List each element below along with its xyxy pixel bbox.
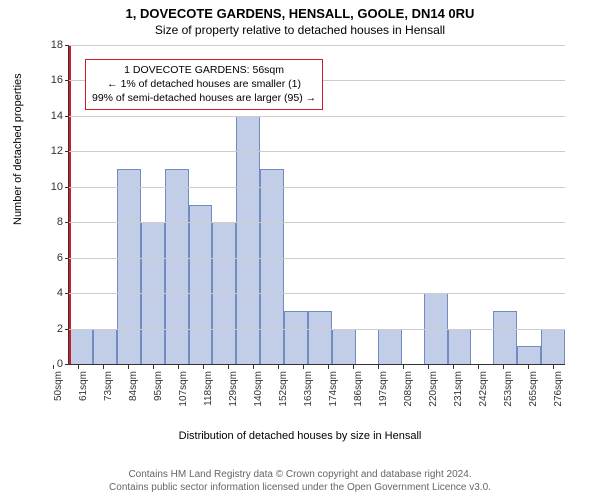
x-tick-label: 140sqm (253, 371, 264, 407)
histogram-bar (541, 329, 565, 364)
histogram-bar (117, 169, 141, 364)
x-tick-label: 61sqm (78, 371, 89, 401)
histogram-bar (424, 293, 448, 364)
x-tick: 61sqm (65, 365, 90, 410)
histogram-bar (493, 311, 517, 364)
x-tick-label: 197sqm (378, 371, 389, 407)
histogram-bar (378, 329, 402, 364)
x-tick: 220sqm (415, 365, 440, 410)
y-tick-label: 16 (51, 74, 69, 86)
x-tick: 208sqm (390, 365, 415, 410)
annotation-line1: 1 DOVECOTE GARDENS: 56sqm (92, 63, 316, 77)
x-tick: 73sqm (90, 365, 115, 410)
annotation-box: 1 DOVECOTE GARDENS: 56sqm ← 1% of detach… (85, 59, 323, 110)
x-tick: 265sqm (515, 365, 540, 410)
histogram-bar (236, 116, 260, 364)
x-tick: 242sqm (465, 365, 490, 410)
annotation-line3: 99% of semi-detached houses are larger (… (92, 91, 316, 105)
histogram-bar (260, 169, 284, 364)
y-tick-label: 6 (57, 252, 69, 264)
x-tick-label: 50sqm (53, 371, 64, 401)
x-tick-label: 152sqm (278, 371, 289, 407)
histogram-bar (308, 311, 332, 364)
histogram-bar (332, 329, 356, 364)
footer-attribution: Contains HM Land Registry data © Crown c… (0, 468, 600, 494)
x-tick-label: 242sqm (478, 371, 489, 407)
x-tick: 174sqm (315, 365, 340, 410)
x-tick-label: 84sqm (128, 371, 139, 401)
x-tick-label: 95sqm (153, 371, 164, 401)
x-tick-label: 174sqm (328, 371, 339, 407)
annotation-line2: ← 1% of detached houses are smaller (1) (92, 77, 316, 91)
x-tick: 152sqm (265, 365, 290, 410)
y-tick-label: 8 (57, 216, 69, 228)
x-tick: 186sqm (340, 365, 365, 410)
chart-area: 1 DOVECOTE GARDENS: 56sqm ← 1% of detach… (40, 45, 565, 410)
x-tick-label: 186sqm (353, 371, 364, 407)
chart-title-sub: Size of property relative to detached ho… (0, 23, 600, 37)
x-tick-label: 220sqm (428, 371, 439, 407)
chart-title-main: 1, DOVECOTE GARDENS, HENSALL, GOOLE, DN1… (0, 6, 600, 21)
x-tick-label: 163sqm (303, 371, 314, 407)
plot-area: 1 DOVECOTE GARDENS: 56sqm ← 1% of detach… (68, 45, 565, 365)
x-axis-title: Distribution of detached houses by size … (0, 430, 600, 442)
x-tick-label: 129sqm (228, 371, 239, 407)
x-tick-label: 208sqm (403, 371, 414, 407)
x-tick: 84sqm (115, 365, 140, 410)
x-tick-label: 118sqm (203, 371, 214, 406)
footer-line2: Contains public sector information licen… (0, 481, 600, 494)
histogram-bar (141, 222, 165, 364)
x-tick: 129sqm (215, 365, 240, 410)
x-tick: 276sqm (540, 365, 565, 410)
x-tick: 197sqm (365, 365, 390, 410)
x-tick: 253sqm (490, 365, 515, 410)
histogram-bar (284, 311, 308, 364)
x-tick: 140sqm (240, 365, 265, 410)
x-ticks: 50sqm 61sqm 73sqm 84sqm 95sqm 107sqm 118sqm 129… (40, 365, 565, 410)
histogram-bar (93, 329, 117, 364)
x-tick: 95sqm (140, 365, 165, 410)
chart-titles: 1, DOVECOTE GARDENS, HENSALL, GOOLE, DN1… (0, 0, 600, 37)
y-axis-title: Number of detached properties (12, 73, 24, 225)
x-tick-label: 265sqm (528, 371, 539, 407)
histogram-bar (517, 346, 541, 364)
y-tick-label: 10 (51, 181, 69, 193)
x-tick-label: 253sqm (503, 371, 514, 407)
x-tick: 118sqm (190, 365, 215, 410)
x-tick-label: 231sqm (453, 371, 464, 407)
x-tick: 107sqm (165, 365, 190, 410)
reference-line (69, 45, 71, 364)
histogram-bar (448, 329, 472, 364)
y-tick-label: 14 (51, 110, 69, 122)
histogram-bar (165, 169, 189, 364)
x-tick-label: 73sqm (103, 371, 114, 401)
x-tick: 231sqm (440, 365, 465, 410)
histogram-bar (189, 205, 213, 365)
histogram-bar (212, 222, 236, 364)
x-tick-label: 276sqm (553, 371, 564, 407)
x-tick-label: 107sqm (178, 371, 189, 407)
x-tick: 50sqm (40, 365, 65, 410)
y-tick-label: 4 (57, 287, 69, 299)
x-tick: 163sqm (290, 365, 315, 410)
footer-line1: Contains HM Land Registry data © Crown c… (0, 468, 600, 481)
y-tick-label: 12 (51, 145, 69, 157)
y-tick-label: 2 (57, 323, 69, 335)
y-tick-label: 18 (51, 39, 69, 51)
histogram-bar (69, 329, 93, 364)
